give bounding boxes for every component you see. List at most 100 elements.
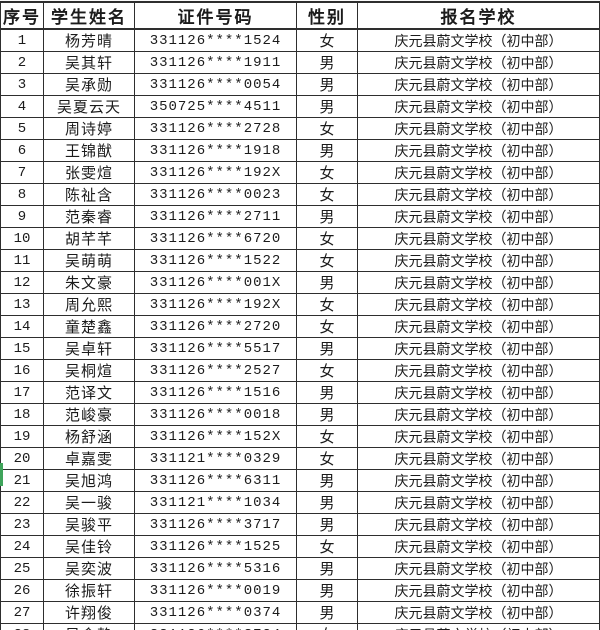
cell-school[interactable]: 庆元县蔚文学校（初中部） [357, 579, 600, 602]
cell-school[interactable]: 庆元县蔚文学校（初中部） [357, 28, 600, 52]
cell-name[interactable]: 王锦猷 [43, 139, 135, 162]
table-row[interactable]: 15 吴卓轩 331126****5517 男庆元县蔚文学校（初中部） [0, 337, 600, 360]
cell-seq[interactable]: 12 [0, 271, 44, 294]
cell-id[interactable]: 331126****1516 [134, 381, 297, 404]
cell-gender[interactable]: 女 [296, 249, 358, 272]
cell-id[interactable]: 331126****6311 [134, 469, 297, 492]
cell-school[interactable]: 庆元县蔚文学校（初中部） [357, 425, 600, 448]
cell-id[interactable]: 331126****0374 [134, 601, 297, 624]
table-row[interactable]: 13 周允熙 331126****192X 女庆元县蔚文学校（初中部） [0, 293, 600, 316]
cell-id[interactable]: 331126****5517 [134, 337, 297, 360]
cell-school[interactable]: 庆元县蔚文学校（初中部） [357, 601, 600, 624]
cell-id[interactable]: 331126****0054 [134, 73, 297, 96]
cell-gender[interactable]: 女 [296, 315, 358, 338]
cell-school[interactable]: 庆元县蔚文学校（初中部） [357, 95, 600, 118]
table-row[interactable]: 9 范秦睿 331126****2711 男庆元县蔚文学校（初中部） [0, 205, 600, 228]
table-row[interactable]: 16 吴桐煊 331126****2527 女庆元县蔚文学校（初中部） [0, 359, 600, 382]
cell-name[interactable]: 陈祉含 [43, 183, 135, 206]
cell-seq[interactable]: 18 [0, 403, 44, 426]
cell-gender[interactable]: 男 [296, 579, 358, 602]
table-row[interactable]: 21 吴旭鸿 331126****6311 男庆元县蔚文学校（初中部） [0, 469, 600, 492]
cell-school[interactable]: 庆元县蔚文学校（初中部） [357, 469, 600, 492]
cell-school[interactable]: 庆元县蔚文学校（初中部） [357, 249, 600, 272]
cell-gender[interactable]: 女 [296, 447, 358, 470]
cell-seq[interactable]: 9 [0, 205, 44, 228]
cell-name[interactable]: 童楚鑫 [43, 315, 135, 338]
table-row[interactable]: 17 范译文 331126****1516 男庆元县蔚文学校（初中部） [0, 381, 600, 404]
cell-school[interactable]: 庆元县蔚文学校（初中部） [357, 535, 600, 558]
cell-id[interactable]: 331126****0023 [134, 183, 297, 206]
cell-seq[interactable]: 6 [0, 139, 44, 162]
table-row[interactable]: 18 范峻豪 331126****0018 男庆元县蔚文学校（初中部） [0, 403, 600, 426]
cell-seq[interactable]: 25 [0, 557, 44, 580]
cell-id[interactable]: 331126****3717 [134, 513, 297, 536]
cell-school[interactable]: 庆元县蔚文学校（初中部） [357, 315, 600, 338]
cell-name[interactable]: 许翔俊 [43, 601, 135, 624]
table-row[interactable]: 2 吴其轩 331126****1911 男庆元县蔚文学校（初中部） [0, 51, 600, 74]
cell-seq[interactable]: 19 [0, 425, 44, 448]
cell-seq[interactable]: 8 [0, 183, 44, 206]
cell-gender[interactable]: 男 [296, 381, 358, 404]
cell-school[interactable]: 庆元县蔚文学校（初中部） [357, 359, 600, 382]
cell-name[interactable]: 杨舒涵 [43, 425, 135, 448]
cell-gender[interactable]: 女 [296, 117, 358, 140]
table-row[interactable]: 26 徐振轩 331126****0019 男庆元县蔚文学校（初中部） [0, 579, 600, 602]
cell-id[interactable]: 331121****1034 [134, 491, 297, 514]
cell-seq[interactable]: 2 [0, 51, 44, 74]
cell-school[interactable]: 庆元县蔚文学校（初中部） [357, 227, 600, 250]
cell-name[interactable]: 吴俞静 [43, 623, 135, 630]
cell-name[interactable]: 周允熙 [43, 293, 135, 316]
cell-school[interactable]: 庆元县蔚文学校（初中部） [357, 513, 600, 536]
cell-school[interactable]: 庆元县蔚文学校（初中部） [357, 271, 600, 294]
cell-gender[interactable]: 男 [296, 95, 358, 118]
cell-school[interactable]: 庆元县蔚文学校（初中部） [357, 337, 600, 360]
cell-seq[interactable]: 28 [0, 623, 44, 630]
table-row[interactable]: 24 吴佳铃 331126****1525 女庆元县蔚文学校（初中部） [0, 535, 600, 558]
cell-id[interactable]: 331126****1525 [134, 535, 297, 558]
cell-gender[interactable]: 女 [296, 227, 358, 250]
cell-seq[interactable]: 1 [0, 28, 44, 52]
cell-seq[interactable]: 14 [0, 315, 44, 338]
table-row[interactable]: 1 杨芳晴 331126****1524 女庆元县蔚文学校（初中部） [0, 28, 600, 52]
cell-name[interactable]: 张雯煊 [43, 161, 135, 184]
cell-seq[interactable]: 27 [0, 601, 44, 624]
cell-name[interactable]: 吴其轩 [43, 51, 135, 74]
cell-id[interactable]: 331126****2711 [134, 205, 297, 228]
cell-seq[interactable]: 24 [0, 535, 44, 558]
cell-name[interactable]: 吴卓轩 [43, 337, 135, 360]
table-row[interactable]: 22 吴一骏 331121****1034 男庆元县蔚文学校（初中部） [0, 491, 600, 514]
cell-gender[interactable]: 男 [296, 491, 358, 514]
cell-school[interactable]: 庆元县蔚文学校（初中部） [357, 73, 600, 96]
table-row[interactable]: 7 张雯煊 331126****192X 女庆元县蔚文学校（初中部） [0, 161, 600, 184]
cell-seq[interactable]: 17 [0, 381, 44, 404]
table-row[interactable]: 27 许翔俊 331126****0374 男庆元县蔚文学校（初中部） [0, 601, 600, 624]
cell-seq[interactable]: 5 [0, 117, 44, 140]
cell-school[interactable]: 庆元县蔚文学校（初中部） [357, 293, 600, 316]
cell-name[interactable]: 周诗婷 [43, 117, 135, 140]
cell-school[interactable]: 庆元县蔚文学校（初中部） [357, 381, 600, 404]
cell-seq[interactable]: 21 [0, 469, 44, 492]
table-row[interactable]: 3 吴承勋 331126****0054 男庆元县蔚文学校（初中部） [0, 73, 600, 96]
cell-seq[interactable]: 16 [0, 359, 44, 382]
cell-name[interactable]: 吴骏平 [43, 513, 135, 536]
cell-id[interactable]: 331126****0019 [134, 579, 297, 602]
cell-gender[interactable]: 男 [296, 205, 358, 228]
cell-name[interactable]: 徐振轩 [43, 579, 135, 602]
cell-name[interactable]: 吴夏云天 [43, 95, 135, 118]
cell-school[interactable]: 庆元县蔚文学校（初中部） [357, 161, 600, 184]
cell-id[interactable]: 331126****6720 [134, 227, 297, 250]
cell-gender[interactable]: 男 [296, 403, 358, 426]
cell-seq[interactable]: 10 [0, 227, 44, 250]
cell-gender[interactable]: 男 [296, 139, 358, 162]
cell-id[interactable]: 331121****0329 [134, 447, 297, 470]
cell-id[interactable]: 331126****2720 [134, 315, 297, 338]
cell-seq[interactable]: 4 [0, 95, 44, 118]
table-row[interactable]: 14 童楚鑫 331126****2720 女庆元县蔚文学校（初中部） [0, 315, 600, 338]
table-row[interactable]: 28吴俞静331126****3724女庆元县蔚文学校（初中部） [0, 623, 600, 630]
cell-gender[interactable]: 女 [296, 161, 358, 184]
cell-name[interactable]: 范秦睿 [43, 205, 135, 228]
cell-id[interactable]: 331126****1522 [134, 249, 297, 272]
table-row[interactable]: 5 周诗婷 331126****2728 女庆元县蔚文学校（初中部） [0, 117, 600, 140]
cell-gender[interactable]: 女 [296, 623, 358, 630]
cell-id[interactable]: 331126****2728 [134, 117, 297, 140]
